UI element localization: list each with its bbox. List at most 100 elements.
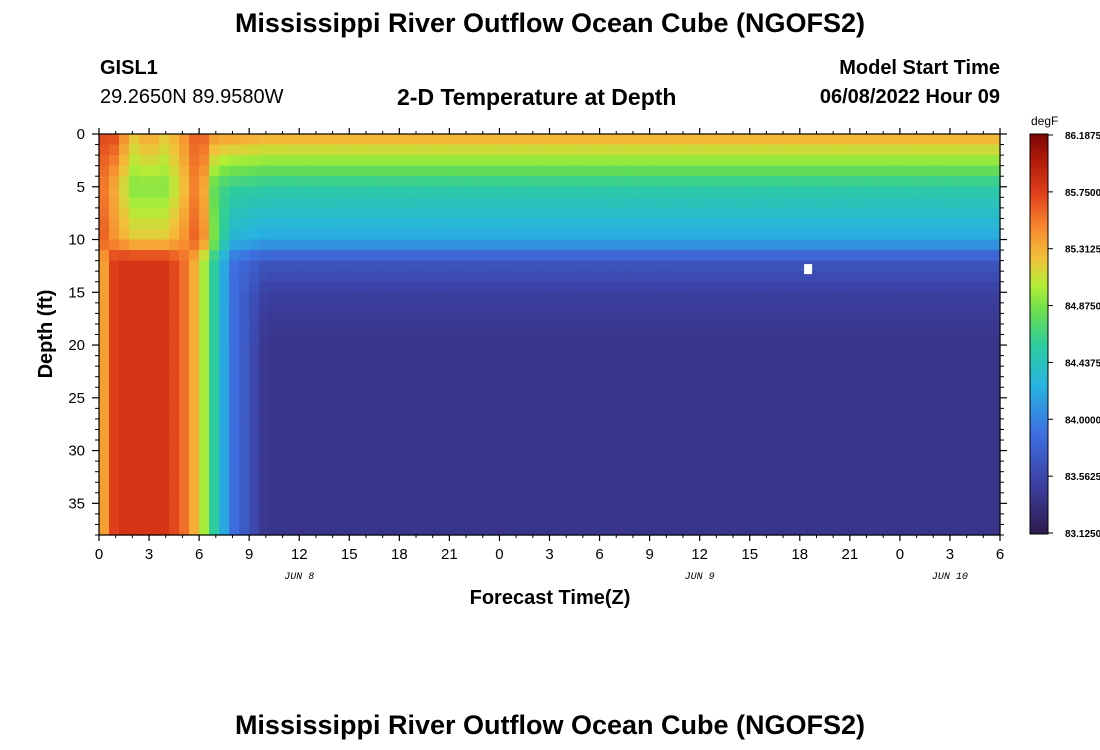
heatmap-cell: [449, 355, 460, 367]
heatmap-cell: [859, 397, 871, 409]
heatmap-cell: [429, 313, 440, 325]
heatmap-cell: [269, 281, 280, 293]
heatmap-cell: [769, 450, 781, 462]
heatmap-cell: [219, 281, 230, 293]
heatmap-cell: [779, 334, 791, 346]
heatmap-cell: [729, 450, 741, 462]
heatmap-cell: [369, 228, 380, 241]
heatmap-cell: [299, 250, 310, 262]
heatmap-cell: [559, 503, 571, 515]
heatmap-cell: [809, 440, 821, 452]
heatmap-cell: [729, 155, 741, 167]
heatmap-cell: [119, 355, 130, 367]
heatmap-cell: [679, 461, 691, 473]
heatmap-cell: [829, 418, 841, 431]
heatmap-cell: [209, 376, 220, 388]
heatmap-cell: [629, 218, 641, 230]
heatmap-cell: [569, 281, 581, 293]
heatmap-cell: [869, 482, 881, 494]
heatmap-cell: [679, 260, 691, 272]
heatmap-cell: [409, 134, 420, 146]
heatmap-cell: [619, 345, 631, 357]
heatmap-cell: [109, 408, 120, 420]
heatmap-cell: [159, 355, 170, 367]
heatmap-cell: [109, 397, 120, 409]
heatmap-cell: [509, 218, 521, 230]
heatmap-cell: [949, 228, 961, 241]
heatmap-cell: [599, 239, 611, 251]
heatmap-cell: [589, 250, 601, 262]
heatmap-cell: [169, 387, 180, 399]
heatmap-cell: [359, 471, 370, 483]
heatmap-cell: [569, 376, 581, 388]
heatmap-cell: [329, 524, 340, 536]
heatmap-cell: [689, 355, 701, 367]
heatmap-cell: [129, 513, 140, 526]
heatmap-cell: [229, 239, 240, 251]
heatmap-cell: [539, 144, 551, 156]
heatmap-cell: [549, 186, 561, 198]
heatmap-cell: [609, 397, 621, 409]
heatmap-cell: [829, 334, 841, 346]
heatmap-cell: [699, 450, 711, 462]
heatmap-cell: [739, 355, 751, 367]
heatmap-cell: [389, 176, 400, 188]
heatmap-cell: [419, 250, 430, 262]
heatmap-cell: [949, 176, 961, 188]
heatmap-cell: [359, 450, 370, 462]
heatmap-cell: [679, 292, 691, 304]
heatmap-cell: [169, 440, 180, 452]
heatmap-cell: [169, 397, 180, 409]
heatmap-cell: [629, 144, 641, 156]
heatmap-cell: [299, 482, 310, 494]
heatmap-cell: [729, 250, 741, 262]
heatmap-cell: [789, 334, 801, 346]
heatmap-cell: [919, 239, 931, 251]
heatmap-cell: [799, 376, 811, 388]
heatmap-cell: [979, 260, 991, 272]
heatmap-cell: [849, 376, 861, 388]
heatmap-cell: [859, 524, 871, 536]
heatmap-cell: [719, 239, 731, 251]
heatmap-cell: [639, 524, 651, 536]
heatmap-cell: [909, 186, 921, 198]
heatmap-cell: [239, 345, 250, 357]
heatmap-cell: [689, 323, 701, 336]
heatmap-cell: [389, 387, 400, 399]
heatmap-cell: [459, 450, 471, 462]
heatmap-cell: [329, 503, 340, 515]
heatmap-cell: [889, 176, 901, 188]
heatmap-cell: [149, 239, 160, 251]
heatmap-cell: [839, 186, 851, 198]
heatmap-cell: [149, 144, 160, 156]
heatmap-cell: [159, 418, 170, 431]
heatmap-cell: [139, 271, 150, 283]
heatmap-cell: [429, 155, 440, 167]
heatmap-cell: [749, 260, 761, 272]
heatmap-cell: [829, 207, 841, 220]
heatmap-cell: [179, 155, 190, 167]
heatmap-cell: [649, 260, 661, 272]
heatmap-cell: [799, 323, 811, 336]
heatmap-cell: [879, 334, 891, 346]
heatmap-cell: [289, 260, 300, 272]
heatmap-cell: [329, 218, 340, 230]
heatmap-cell: [759, 144, 771, 156]
heatmap-cell: [909, 376, 921, 388]
heatmap-cell: [389, 397, 400, 409]
heatmap-cell: [649, 271, 661, 283]
heatmap-cell: [859, 239, 871, 251]
heatmap-cell: [879, 271, 891, 283]
heatmap-cell: [779, 524, 791, 536]
heatmap-cell: [619, 260, 631, 272]
heatmap-cell: [369, 429, 380, 441]
heatmap-cell: [399, 165, 410, 177]
heatmap-cell: [169, 186, 180, 198]
heatmap-cell: [879, 355, 891, 367]
heatmap-cell: [219, 334, 230, 346]
heatmap-cell: [189, 503, 200, 515]
heatmap-cell: [589, 461, 601, 473]
heatmap-cell: [429, 207, 440, 220]
heatmap-cell: [319, 397, 330, 409]
heatmap-cell: [529, 513, 541, 526]
